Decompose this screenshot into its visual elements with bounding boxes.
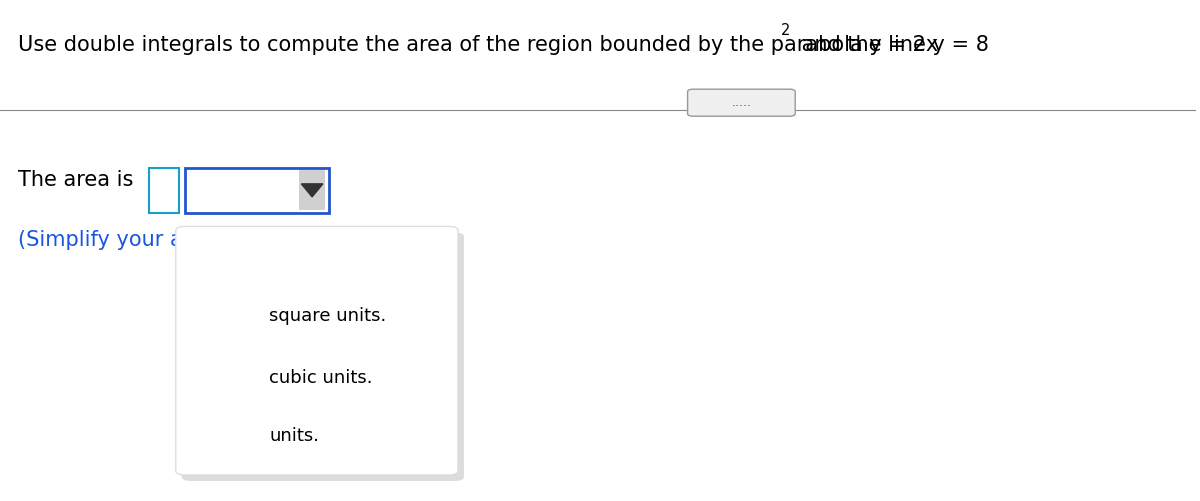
FancyBboxPatch shape (175, 226, 458, 475)
FancyBboxPatch shape (181, 232, 464, 481)
Polygon shape (301, 184, 323, 197)
Text: units.: units. (269, 427, 319, 445)
Text: The area is: The area is (18, 170, 133, 190)
Text: square units.: square units. (269, 307, 386, 325)
Bar (185, 168, 329, 213)
Bar (150, 168, 179, 213)
Text: .....: ..... (731, 96, 751, 109)
FancyBboxPatch shape (688, 89, 796, 116)
Text: Use double integrals to compute the area of the region bounded by the parabola y: Use double integrals to compute the area… (18, 35, 938, 55)
Text: cubic units.: cubic units. (269, 369, 372, 387)
Bar (299, 170, 325, 210)
Text: (Simplify your ar: (Simplify your ar (18, 230, 191, 250)
Text: and the line y = 8: and the line y = 8 (796, 35, 989, 55)
Text: 2: 2 (781, 23, 791, 38)
